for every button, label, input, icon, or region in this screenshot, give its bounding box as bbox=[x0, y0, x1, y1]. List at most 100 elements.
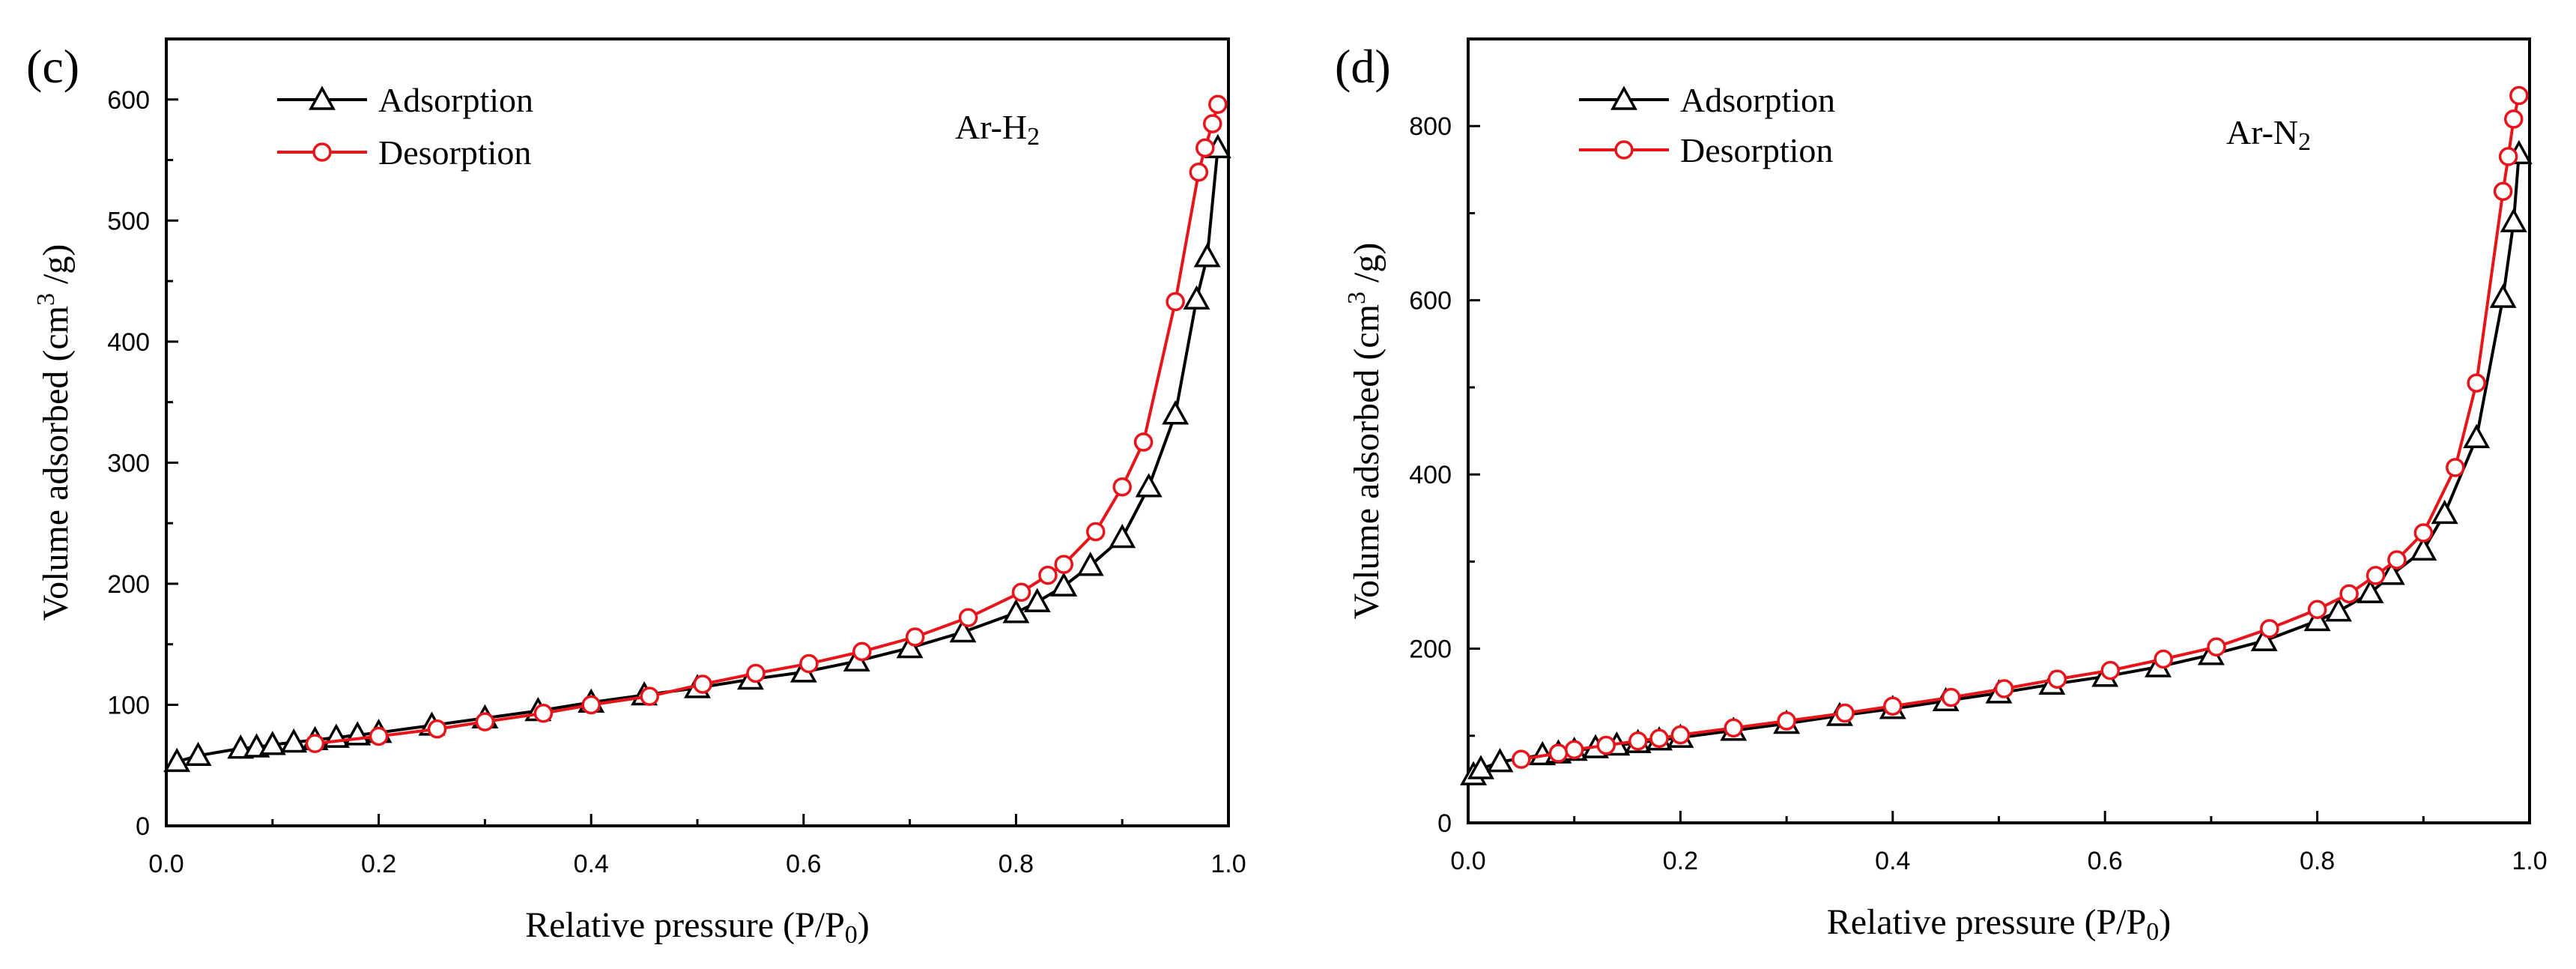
data-point-adsorption bbox=[1076, 552, 1104, 576]
data-point-adsorption bbox=[1162, 400, 1189, 425]
data-point-adsorption bbox=[184, 741, 212, 767]
data-point-desorption bbox=[693, 674, 712, 694]
data-point-adsorption bbox=[258, 731, 286, 755]
y-tick-label: 300 bbox=[107, 449, 150, 477]
data-point-desorption bbox=[1628, 731, 1648, 751]
data-point-desorption bbox=[2366, 566, 2386, 585]
data-point-desorption bbox=[2509, 85, 2529, 106]
data-point-adsorption bbox=[2489, 283, 2517, 308]
series-line-adsorption bbox=[1472, 154, 2521, 776]
data-point-desorption bbox=[2100, 660, 2121, 680]
data-point-adsorption bbox=[2324, 597, 2352, 622]
data-point-desorption bbox=[2503, 109, 2524, 129]
data-point-desorption bbox=[581, 695, 601, 715]
data-point-desorption bbox=[799, 653, 819, 674]
series-line-desorption bbox=[1521, 95, 2521, 761]
data-point-adsorption bbox=[1183, 285, 1210, 310]
legend-entry-desorption: Desorption bbox=[277, 133, 531, 172]
series-line-adsorption bbox=[176, 148, 1219, 764]
y-tick-label: 100 bbox=[107, 691, 150, 719]
x-tick-label: 0.0 bbox=[148, 850, 184, 878]
y-tick-label: 600 bbox=[107, 86, 150, 115]
legend-marker-triangle bbox=[1610, 85, 1637, 110]
y-tick-label: 500 bbox=[107, 207, 150, 235]
data-point-adsorption bbox=[2410, 536, 2437, 561]
data-point-desorption bbox=[2446, 458, 2465, 477]
data-point-desorption bbox=[1724, 718, 1743, 738]
legend-label: Adsorption bbox=[378, 81, 533, 119]
y-axis-title: Volume adsorbed (cm3 /g) bbox=[1343, 243, 1387, 620]
data-point-desorption bbox=[1038, 565, 1058, 585]
data-point-desorption bbox=[1649, 728, 1669, 749]
y-tick-label: 0 bbox=[136, 812, 150, 841]
data-point-desorption bbox=[1189, 162, 1209, 182]
data-point-desorption bbox=[1835, 703, 1855, 723]
data-point-adsorption bbox=[2378, 561, 2405, 585]
data-point-desorption bbox=[1133, 432, 1154, 452]
x-tick-label: 0.8 bbox=[2300, 847, 2335, 875]
data-point-adsorption bbox=[2500, 208, 2527, 232]
data-point-desorption bbox=[1670, 725, 1691, 745]
data-point-desorption bbox=[427, 719, 447, 739]
data-point-adsorption bbox=[949, 618, 977, 643]
y-tick-label: 200 bbox=[107, 570, 150, 599]
data-point-desorption bbox=[2154, 649, 2173, 669]
data-point-desorption bbox=[852, 642, 872, 662]
gas-annotation: Ar-H2 bbox=[955, 108, 1040, 151]
data-point-desorption bbox=[2207, 637, 2226, 656]
legend-marker-circle bbox=[1614, 140, 1634, 160]
legend-marker-circle bbox=[312, 142, 332, 162]
data-point-desorption bbox=[640, 686, 659, 706]
data-point-desorption bbox=[2387, 550, 2407, 570]
data-point-adsorption bbox=[1109, 523, 1136, 549]
data-point-desorption bbox=[1994, 679, 2014, 698]
x-axis-title: Relative pressure (P/P0) bbox=[525, 905, 870, 949]
legend-label: Desorption bbox=[1680, 131, 1833, 169]
legend-marker-triangle bbox=[309, 85, 336, 110]
x-tick-label: 0.2 bbox=[361, 850, 396, 878]
data-point-adsorption bbox=[163, 747, 191, 773]
series-adsorption bbox=[163, 133, 1231, 773]
data-point-desorption bbox=[1596, 735, 1616, 755]
legend-entry-adsorption: Adsorption bbox=[277, 81, 533, 119]
data-point-desorption bbox=[533, 704, 554, 723]
data-point-desorption bbox=[905, 627, 925, 647]
data-point-desorption bbox=[1777, 711, 1796, 731]
data-point-adsorption bbox=[2250, 627, 2278, 651]
data-point-desorption bbox=[958, 608, 978, 627]
chart-panel-d: 0.0 0.2 0.4 0.6 0.8 1.0 0 200 400 600 800 Relative … bbox=[1335, 37, 2548, 946]
y-tick-label: 0 bbox=[1437, 809, 1452, 838]
data-point-desorption bbox=[1208, 94, 1228, 114]
data-point-adsorption bbox=[1467, 755, 1494, 779]
x-tick-label: 0.2 bbox=[1663, 847, 1698, 875]
panel-label: (c) bbox=[26, 40, 79, 93]
legend-entry-adsorption: Adsorption bbox=[1579, 81, 1835, 119]
data-point-desorption bbox=[1202, 114, 1222, 133]
series-desorption bbox=[1512, 85, 2529, 769]
x-tick-label: 0.6 bbox=[2088, 847, 2123, 875]
data-point-adsorption bbox=[2357, 579, 2384, 603]
data-point-desorption bbox=[369, 726, 389, 746]
data-point-desorption bbox=[2339, 584, 2359, 604]
data-point-adsorption bbox=[2303, 606, 2331, 632]
data-point-adsorption bbox=[1486, 748, 1514, 773]
data-point-adsorption bbox=[2463, 423, 2491, 449]
data-point-desorption bbox=[475, 712, 495, 731]
y-tick-label: 400 bbox=[107, 328, 150, 357]
x-axis-title: Relative pressure (P/P0) bbox=[1827, 902, 2172, 946]
y-tick-label: 400 bbox=[1409, 461, 1452, 489]
data-point-desorption bbox=[1941, 687, 1961, 707]
data-point-adsorption bbox=[2431, 499, 2458, 525]
x-tick-label: 0.6 bbox=[786, 850, 821, 878]
data-point-desorption bbox=[2260, 619, 2279, 639]
data-point-desorption bbox=[1548, 743, 1569, 763]
gas-annotation: Ar-N2 bbox=[2226, 113, 2311, 156]
legend-entry-desorption: Desorption bbox=[1579, 131, 1833, 169]
data-point-desorption bbox=[1054, 555, 1073, 574]
legend-label: Adsorption bbox=[1680, 81, 1835, 119]
data-point-adsorption bbox=[1135, 473, 1163, 498]
data-point-desorption bbox=[305, 734, 325, 753]
x-tick-label: 0.0 bbox=[1450, 847, 1485, 875]
data-point-desorption bbox=[1086, 522, 1106, 542]
